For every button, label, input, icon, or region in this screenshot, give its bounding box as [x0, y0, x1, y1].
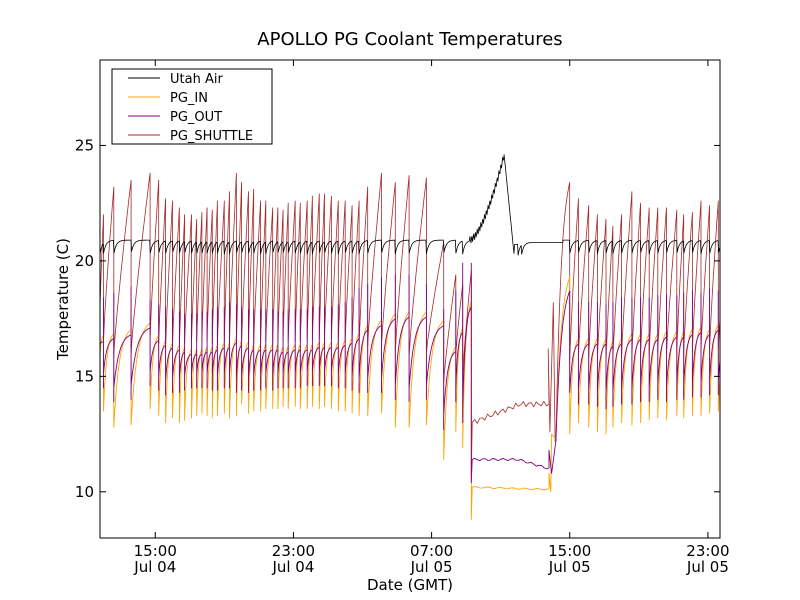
x-tick-label-time: 15:00 — [134, 542, 177, 560]
legend: Utah Air PG_IN PG_OUT PG_SHUTTLE — [111, 68, 273, 145]
x-tick-label-date: Jul 04 — [271, 558, 314, 576]
y-tick-label: 20 — [75, 252, 94, 270]
y-tick-label: 10 — [75, 483, 94, 501]
x-tick-label-time: 23:00 — [272, 542, 315, 560]
y-axis: 10 15 20 25 — [75, 136, 720, 501]
chart-title: APOLLO PG Coolant Temperatures — [257, 29, 562, 50]
pg-shuttle-line — [100, 172, 720, 477]
x-tick-label-date: Jul 05 — [410, 558, 453, 576]
legend-pg-out-label: PG_OUT — [170, 110, 222, 125]
plot-frame — [99, 59, 721, 539]
x-tick-label-time: 23:00 — [686, 542, 729, 560]
y-axis-label: Temperature (C) — [54, 238, 72, 361]
legend-pg-shuttle-label: PG_SHUTTLE — [170, 129, 253, 144]
legend-frame — [111, 68, 273, 145]
x-tick-label-time: 15:00 — [548, 542, 591, 560]
x-tick-label-date: Jul 04 — [133, 558, 176, 576]
legend-utah-air-label: Utah Air — [170, 72, 223, 87]
x-axis-label: Date (GMT) — [367, 576, 453, 594]
y-tick-label: 15 — [75, 367, 94, 385]
x-tick-label-time: 07:00 — [410, 542, 453, 560]
utah-air-line — [100, 154, 720, 256]
pg-out-line — [100, 262, 720, 484]
series-layer — [100, 154, 720, 520]
y-tick-label: 25 — [75, 136, 94, 154]
x-tick-label-date: Jul 05 — [686, 558, 729, 576]
legend-pg-in-label: PG_IN — [170, 91, 208, 106]
x-tick-label-date: Jul 05 — [548, 558, 591, 576]
